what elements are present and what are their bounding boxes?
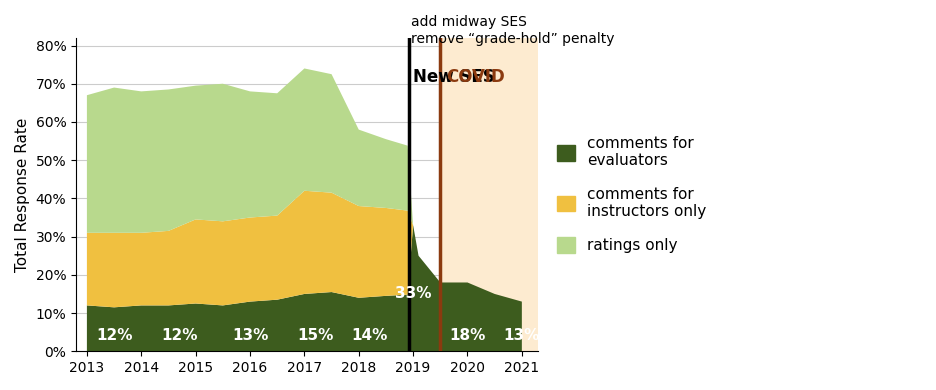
- Text: add midway SES
remove “grade-hold” penalty: add midway SES remove “grade-hold” penal…: [412, 15, 615, 46]
- Text: 13%: 13%: [232, 328, 269, 344]
- Text: COVID: COVID: [446, 69, 505, 87]
- Text: 12%: 12%: [95, 328, 132, 344]
- Legend: comments for
evaluators, comments for
instructors only, ratings only: comments for evaluators, comments for in…: [550, 130, 712, 259]
- Text: 14%: 14%: [351, 328, 388, 344]
- Text: 12%: 12%: [161, 328, 197, 344]
- Text: 15%: 15%: [297, 328, 333, 344]
- Y-axis label: Total Response Rate: Total Response Rate: [15, 117, 30, 272]
- Text: New SES: New SES: [413, 69, 495, 87]
- Text: 13%: 13%: [504, 328, 540, 344]
- Text: 18%: 18%: [449, 328, 486, 344]
- Text: 33%: 33%: [395, 286, 431, 301]
- Bar: [440, 38, 538, 351]
